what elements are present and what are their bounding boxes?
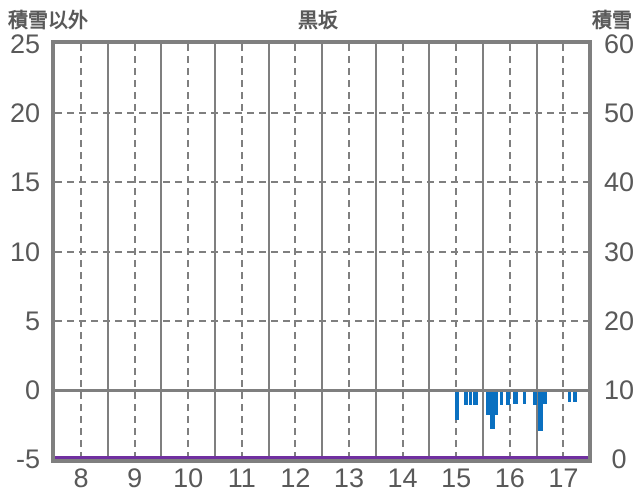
bar — [532, 389, 537, 406]
x-tick-label: 14 — [387, 463, 418, 493]
v-gridline-dashed — [562, 44, 565, 459]
v-gridline-dashed — [508, 44, 511, 459]
y-left-tick-label: 0 — [24, 374, 40, 405]
v-gridline-dashed — [455, 44, 458, 459]
plot-grid-and-bars — [55, 44, 588, 459]
v-gridline-solid — [374, 44, 377, 459]
right-axis-title: 積雪 — [592, 10, 632, 32]
x-tick-label: 16 — [494, 463, 525, 493]
bar — [567, 389, 571, 403]
y-right-tick-label: 50 — [603, 98, 635, 129]
x-tick-label: 13 — [333, 463, 364, 493]
v-gridline-solid — [106, 44, 109, 459]
plot-area — [51, 40, 592, 463]
y-left-tick-label: 20 — [9, 98, 40, 129]
bar — [473, 389, 478, 406]
bar — [513, 389, 519, 404]
v-gridline-solid — [428, 44, 431, 459]
v-gridline-solid — [213, 44, 216, 459]
bar — [537, 389, 543, 432]
y-left-tick-label: -5 — [15, 444, 40, 474]
x-tick-label: 9 — [127, 463, 143, 493]
v-gridline-solid — [321, 44, 324, 459]
v-gridline-solid — [535, 44, 538, 459]
v-gridline-dashed — [401, 44, 404, 459]
y-left-tick-label: 10 — [9, 236, 40, 267]
x-tick-label: 15 — [441, 463, 472, 493]
x-tick-label: 10 — [173, 463, 204, 493]
x-tick-label: 8 — [73, 463, 89, 493]
x-tick-label: 11 — [227, 463, 256, 493]
v-gridline-solid — [481, 44, 484, 459]
y-right-tick-label: 30 — [603, 236, 635, 267]
bar — [463, 389, 468, 406]
x-tick-label: 17 — [548, 463, 579, 493]
v-gridline-solid — [160, 44, 163, 459]
bar — [506, 389, 511, 406]
bar — [523, 389, 527, 404]
left-axis-title: 積雪以外 — [8, 10, 88, 32]
v-gridline-dashed — [347, 44, 350, 459]
y-right-tick-label: 20 — [603, 305, 635, 336]
bar — [499, 389, 504, 406]
v-gridline-dashed — [187, 44, 190, 459]
bar — [468, 389, 473, 406]
v-gridline-solid — [267, 44, 270, 459]
bar — [454, 389, 459, 421]
v-gridline-dashed — [294, 44, 297, 459]
y-left-tick-label: 15 — [9, 167, 40, 198]
bar — [490, 389, 495, 429]
x-tick-label: 12 — [280, 463, 311, 493]
zero-gridline — [55, 388, 588, 392]
y-right-tick-label: 0 — [611, 444, 627, 474]
y-right-tick-label: 10 — [603, 374, 635, 405]
snow-depth-line — [55, 456, 588, 459]
bar — [542, 389, 548, 404]
v-gridline-dashed — [133, 44, 136, 459]
bar — [495, 389, 499, 415]
chart-title: 黒坂 — [298, 10, 338, 32]
bar — [573, 389, 578, 403]
v-gridline-dashed — [240, 44, 243, 459]
v-gridline-dashed — [79, 44, 82, 459]
y-right-tick-label: 60 — [603, 29, 635, 59]
y-left-tick-label: 25 — [9, 29, 40, 59]
bar — [485, 389, 490, 415]
y-left-tick-label: 5 — [24, 305, 40, 336]
y-right-tick-label: 40 — [603, 167, 635, 198]
